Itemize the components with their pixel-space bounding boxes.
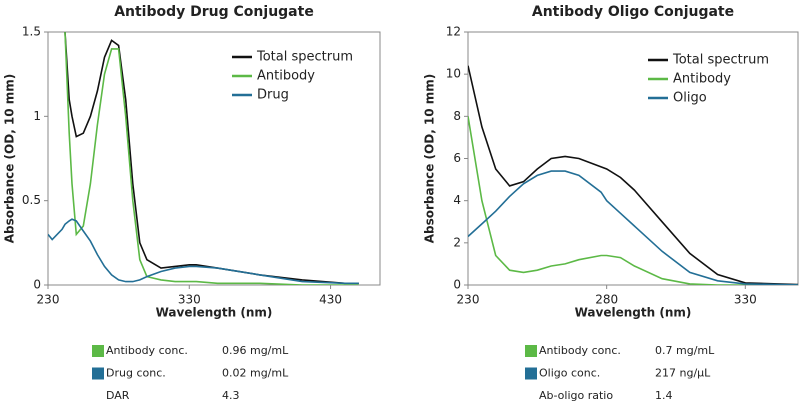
y-tick-label: 8 bbox=[453, 109, 461, 123]
y-axis-title: Absorbance (OD, 10 mm) bbox=[3, 74, 17, 244]
legend-label: Antibody bbox=[257, 69, 315, 84]
y-tick-label: 0 bbox=[453, 278, 461, 292]
y-tick-label: 6 bbox=[453, 151, 461, 165]
stat-label: Antibody conc. bbox=[106, 344, 188, 357]
y-tick-label: 0.5 bbox=[22, 193, 41, 207]
y-tick-label: 10 bbox=[446, 67, 461, 81]
series-line bbox=[468, 116, 798, 285]
series-line bbox=[468, 65, 798, 285]
x-tick-label: 330 bbox=[178, 293, 201, 307]
stat-label: Ab-oligo ratio bbox=[539, 389, 613, 402]
stat-value: 217 ng/µL bbox=[655, 367, 711, 380]
chart-title: Antibody Oligo Conjugate bbox=[532, 4, 734, 20]
x-tick-label: 330 bbox=[734, 293, 757, 307]
legend-label: Total spectrum bbox=[672, 53, 769, 68]
x-tick-label: 280 bbox=[595, 293, 618, 307]
x-tick-label: 230 bbox=[457, 293, 480, 307]
stat-label: Drug conc. bbox=[106, 367, 166, 380]
stat-value: 0.02 mg/mL bbox=[222, 367, 289, 380]
stat-label: Oligo conc. bbox=[539, 367, 600, 380]
x-axis-title: Wavelength (nm) bbox=[575, 306, 692, 320]
y-tick-label: 1 bbox=[33, 109, 41, 123]
chart-title: Antibody Drug Conjugate bbox=[114, 4, 314, 20]
stat-label: DAR bbox=[106, 389, 130, 402]
legend-label: Antibody bbox=[673, 72, 731, 87]
stat-value: 0.96 mg/mL bbox=[222, 344, 289, 357]
stat-swatch bbox=[92, 345, 104, 357]
series-line bbox=[468, 170, 798, 285]
legend-label: Total spectrum bbox=[256, 50, 353, 65]
y-tick-label: 4 bbox=[453, 193, 461, 207]
legend-label: Oligo bbox=[673, 91, 707, 106]
stat-label: Antibody conc. bbox=[539, 344, 621, 357]
stat-value: 0.7 mg/mL bbox=[655, 344, 715, 357]
legend-label: Drug bbox=[257, 88, 289, 103]
y-tick-label: 2 bbox=[453, 235, 461, 249]
stat-value: 4.3 bbox=[222, 389, 240, 402]
y-tick-label: 0 bbox=[33, 278, 41, 292]
y-tick-label: 12 bbox=[446, 25, 461, 39]
x-tick-label: 230 bbox=[37, 293, 60, 307]
stat-value: 1.4 bbox=[655, 389, 673, 402]
y-axis-title: Absorbance (OD, 10 mm) bbox=[423, 74, 437, 244]
x-tick-label: 430 bbox=[319, 293, 342, 307]
stat-swatch bbox=[525, 345, 537, 357]
stat-swatch bbox=[525, 367, 537, 380]
series-line bbox=[48, 218, 359, 285]
plot-frame bbox=[467, 31, 799, 286]
plot-frame bbox=[47, 31, 381, 286]
stat-swatch bbox=[92, 367, 104, 380]
x-axis-title: Wavelength (nm) bbox=[156, 306, 273, 320]
y-tick-label: 1.5 bbox=[22, 25, 41, 39]
